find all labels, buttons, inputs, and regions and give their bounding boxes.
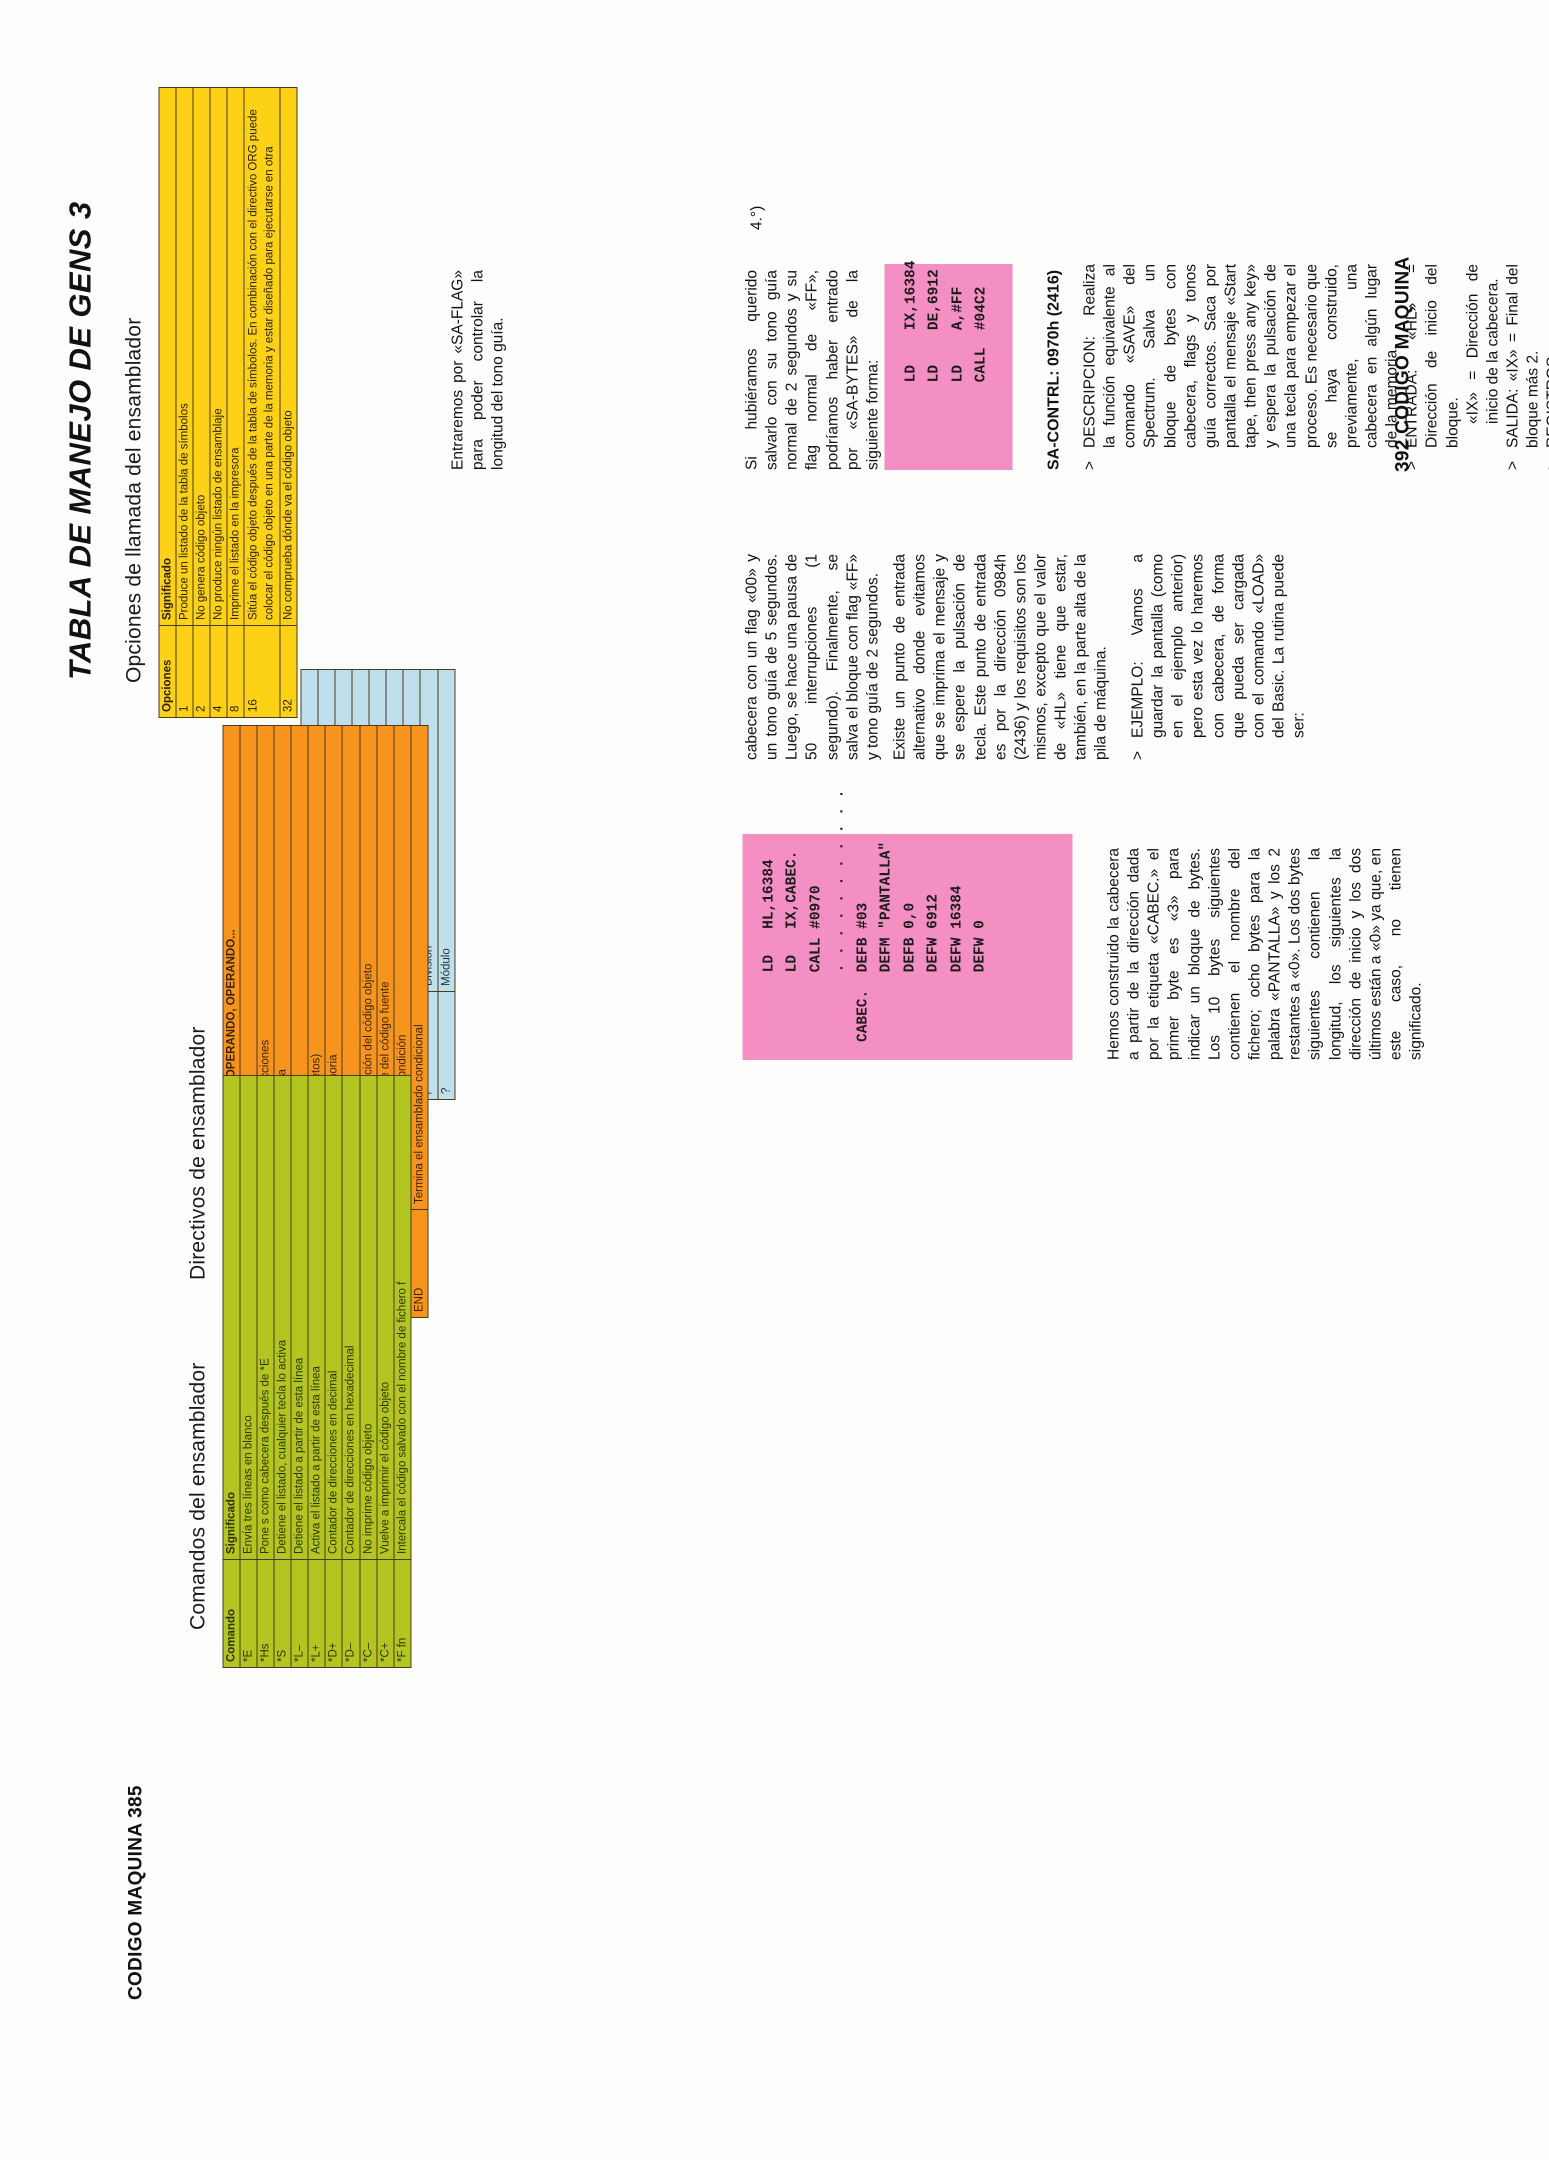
table-comandos: Comando Significado *E Envía tres líneas… [222,1075,411,1668]
cell-opcion: 8 [226,625,244,718]
bullet-text: SALIDA: «IX» = Final del bloque más 2. [1503,264,1542,448]
body-col-2-bullet: > EJEMPLO: Vamos a guardar la pantalla (c… [1128,554,1309,760]
cell-significado: Contador de direcciones en hexadecimal [341,1075,359,1560]
body-col-2-p2: cabecera con un flag «00» y un tono guía… [743,554,881,760]
bullet-text: EJEMPLO: Vamos a guardar la pantalla (co… [1129,554,1308,738]
table-row: END Termina el ensamblado condicional [410,725,428,1318]
table-row: *F fn Intercala el código salvado con el… [393,1075,411,1668]
table-row: *D– Contador de direcciones en hexadecim… [341,1075,359,1668]
cell-comando: *D+ [324,1559,342,1668]
cell-significado: Pone s como cabecera después de *E [256,1075,274,1560]
folio-right: CODIGO MAQUINA 385 [125,1785,146,2000]
cell-comando: *L– [290,1559,308,1668]
code-block-sa-bytes: LD IX,16384 LD DE,6912 LD A,#FF CALL #04… [884,261,1012,470]
code-block-cabecera: LD HL,16384 LD IX,CABEC. CALL #0970 . . … [742,790,1072,1060]
cell-significado: Produce un listado de la tabla de símbol… [175,87,193,626]
cell-directivo: END [410,1209,428,1318]
bullet-text: DESCRIPCION: Realiza la función equivale… [1081,264,1401,448]
bullet-marker: > [1543,448,1549,470]
table-row: 2 No genera código objeto [192,87,210,718]
cell-significado: Vuelve a imprimir el código objeto [376,1075,394,1560]
cell-comando: *L+ [307,1559,325,1668]
cell-significado: No produce ningún listado de ensamblaje [209,87,227,626]
cell-significado: Detiene el listado a partir de esta líne… [290,1075,308,1560]
cell-significado: Detiene el listado, cualquier tecla lo a… [273,1075,291,1560]
caption-opciones: Opciones de llamada del ensamblador [122,317,145,683]
cell-significado: Activa el listado a partir de esta línea [307,1075,325,1560]
body-col-2-p4: Hemos construido la cabecera a partir de… [1105,848,1425,1060]
col-header-comando: Comando [222,1559,240,1668]
table-row: *C+ Vuelve a imprimir el código objeto [376,1075,394,1668]
table-row: *L+ Activa el listado a partir de esta l… [307,1075,325,1668]
cell-significado: Sitúa el código objeto después de la tab… [243,87,280,626]
cell-comando: *S [273,1559,291,1668]
table-row: *L– Detiene el listado a partir de esta … [290,1075,308,1668]
bullet-marker: > [1503,460,1521,470]
list-number: 4.°) [748,205,765,230]
table-row: 1 Produce un listado de la tabla de símb… [175,87,193,718]
page-title: TABLA DE MANEJO DE GENS 3 [62,201,97,681]
table-row: ? Módulo [437,669,455,1100]
section-heading-sa-contrl: SA-CONTRL: 0970h (2416) [1045,269,1062,470]
cell-operador: ? [437,991,455,1100]
table-row: *D+ Contador de direcciones en decimal [324,1075,342,1668]
body-col-1-p1: Si hubiéramos querido salvarlo con su to… [743,270,881,470]
cell-significado: Envía tres líneas en blanco [239,1075,257,1560]
col-header-significado: Significado [158,87,176,626]
bullet-marker: > [1081,460,1098,470]
col-header-opciones: Opciones [158,625,176,718]
cell-significado: Módulo [437,669,455,992]
bullet-descripcion: > DESCRIPCION: Realiza la función equival… [1080,264,1402,470]
body-col-2-p1: Entraremos por «SA-FLAG» para poder cont… [449,270,507,470]
table-row: 8 Imprime el listado en la impresora [226,87,244,718]
cell-opcion: 1 [175,625,193,718]
cell-significado: Imprime el listado en la impresora [226,87,244,626]
table-row: 16 Sitúa el código objeto después de la … [243,87,280,718]
cell-opcion: 32 [279,625,297,718]
table-row: 4 No produce ningún listado de ensamblaj… [209,87,227,718]
table-row: *Hs Pone s como cabecera después de *E [256,1075,274,1668]
cell-comando: *C+ [376,1559,394,1668]
bullet-marker: > [1129,750,1146,760]
table-opciones: Opciones Significado 1 Produce un listad… [158,87,297,718]
col-header-significado: Significado [222,1075,240,1560]
bullet-entrada-ix: «IX» = Dirección de inicio de la cabecer… [1463,264,1501,424]
cell-comando: *D– [341,1559,359,1668]
table-row: Comando Significado [222,1075,240,1668]
cell-opcion: 16 [243,625,280,718]
table-row: *E Envía tres líneas en blanco [239,1075,257,1668]
cell-comando: *E [239,1559,257,1668]
body-col-1-bullets: > DESCRIPCION: Realiza la función equival… [1080,264,1549,470]
cell-opcion: 4 [209,625,227,718]
cell-significado: Intercala el código salvado con el nombr… [393,1075,411,1560]
caption-directivos: Directivos de ensamblador [186,1026,209,1280]
table-row: Opciones Significado [158,87,176,718]
table-row: *S Detiene el listado, cualquier tecla l… [273,1075,291,1668]
bullet-ejemplo: > EJEMPLO: Vamos a guardar la pantalla (c… [1128,554,1309,760]
bullet-text: REGISTROS ALTERADOS: «AF», «BC», «HL», «… [1544,356,1549,448]
cell-comando: *F fn [393,1559,411,1668]
bullet-registros: >REGISTROS ALTERADOS: «AF», «BC», «HL», … [1543,264,1549,470]
cell-significado: Termina el ensamblado condicional [410,725,428,1210]
cell-opcion: 2 [192,625,210,718]
body-col-2-p3: Existe un punto de entrada alternativo d… [891,554,1110,760]
bullet-salida: > SALIDA: «IX» = Final del bloque más 2. [1503,264,1543,470]
table-row: *C– No imprime código objeto [359,1075,377,1668]
table-row: 32 No comprueba dónde va el código objet… [279,87,297,718]
cell-comando: *C– [359,1559,377,1668]
cell-significado: No comprueba dónde va el código objeto [279,87,297,626]
cell-significado: No genera código objeto [192,87,210,626]
cell-comando: *Hs [256,1559,274,1668]
cell-significado: Contador de direcciones en decimal [324,1075,342,1560]
folio-left: 392 CODIGO MAQUINA [1392,256,1413,473]
cell-significado: No imprime código objeto [359,1075,377,1560]
caption-comandos: Comandos del ensamblador [186,1362,209,1630]
